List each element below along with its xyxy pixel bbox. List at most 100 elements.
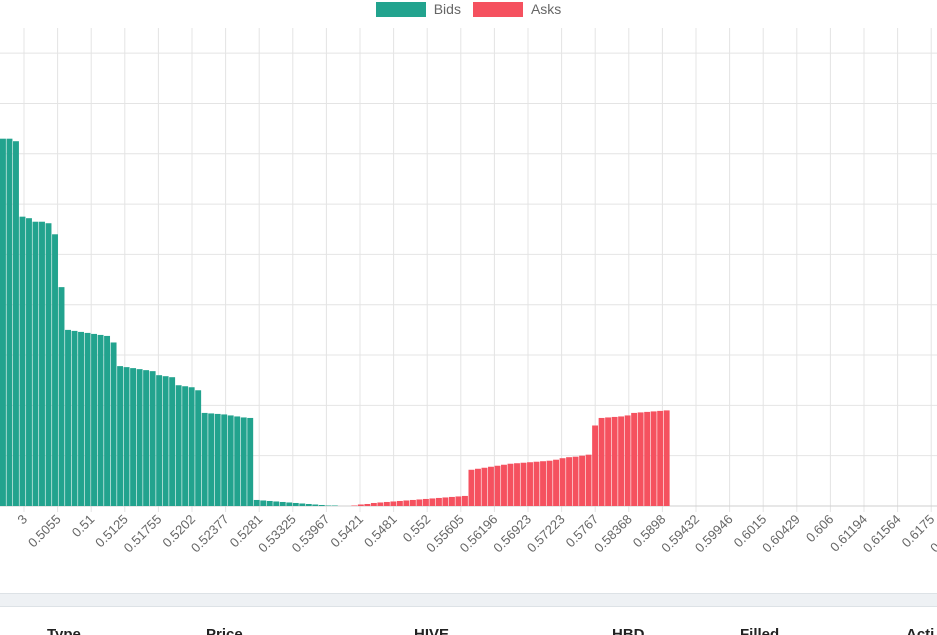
ask-bar[interactable] xyxy=(585,454,592,506)
ask-bar[interactable] xyxy=(351,505,358,507)
ask-bar[interactable] xyxy=(377,502,384,506)
bid-bar[interactable] xyxy=(19,216,26,506)
bid-bar[interactable] xyxy=(312,504,319,506)
bid-bar[interactable] xyxy=(143,370,150,506)
bid-bar[interactable] xyxy=(6,138,13,506)
bid-bar[interactable] xyxy=(221,414,228,506)
ask-bar[interactable] xyxy=(546,460,553,506)
bid-bar[interactable] xyxy=(0,138,6,506)
ask-bar[interactable] xyxy=(488,466,494,506)
bid-bar[interactable] xyxy=(32,221,39,506)
ask-bar[interactable] xyxy=(559,458,566,506)
column-header-filled[interactable]: Filled xyxy=(740,626,780,635)
bid-bar[interactable] xyxy=(65,329,71,506)
bid-bar[interactable] xyxy=(52,234,58,507)
ask-bar[interactable] xyxy=(644,411,651,506)
bid-bar[interactable] xyxy=(279,501,286,506)
ask-bar[interactable] xyxy=(370,502,377,506)
ask-bar[interactable] xyxy=(403,500,410,506)
bid-bar[interactable] xyxy=(188,387,195,506)
bid-bar[interactable] xyxy=(71,330,78,506)
ask-bar[interactable] xyxy=(579,455,586,506)
bid-bar[interactable] xyxy=(253,499,260,506)
ask-bar[interactable] xyxy=(553,459,559,506)
bid-bar[interactable] xyxy=(162,376,169,506)
ask-bar[interactable] xyxy=(572,456,579,506)
bid-bar[interactable] xyxy=(299,503,306,506)
ask-bar[interactable] xyxy=(611,416,618,506)
ask-bar[interactable] xyxy=(631,412,638,506)
ask-bar[interactable] xyxy=(461,495,468,506)
bid-bar[interactable] xyxy=(325,505,332,507)
ask-bar[interactable] xyxy=(598,417,605,506)
bid-bar[interactable] xyxy=(58,287,65,506)
ask-bar[interactable] xyxy=(448,496,455,506)
ask-bar[interactable] xyxy=(624,415,631,506)
ask-bar[interactable] xyxy=(396,500,403,506)
bid-bar[interactable] xyxy=(84,332,91,506)
ask-bar[interactable] xyxy=(409,499,416,506)
column-header-type[interactable]: Type xyxy=(47,626,81,635)
ask-bar[interactable] xyxy=(540,461,546,506)
bid-bar[interactable] xyxy=(169,377,176,506)
bid-bar[interactable] xyxy=(149,371,156,506)
ask-bar[interactable] xyxy=(650,411,657,506)
ask-bar[interactable] xyxy=(455,496,462,506)
bid-bar[interactable] xyxy=(123,367,130,506)
bid-bar[interactable] xyxy=(117,366,124,506)
ask-bar[interactable] xyxy=(605,417,612,506)
bid-bar[interactable] xyxy=(318,504,325,506)
ask-bar[interactable] xyxy=(383,501,390,506)
bid-bar[interactable] xyxy=(240,417,247,506)
bid-bar[interactable] xyxy=(195,390,202,506)
bid-bar[interactable] xyxy=(292,502,299,506)
bid-bar[interactable] xyxy=(104,335,111,506)
bid-bar[interactable] xyxy=(156,375,163,506)
ask-bar[interactable] xyxy=(468,469,475,506)
bid-bar[interactable] xyxy=(78,331,84,506)
bid-bar[interactable] xyxy=(97,334,104,506)
column-header-actions[interactable]: Acti xyxy=(906,626,935,635)
bid-bar[interactable] xyxy=(305,503,312,506)
ask-bar[interactable] xyxy=(663,410,670,506)
ask-bar[interactable] xyxy=(657,410,664,506)
column-header-hive[interactable]: HIVE xyxy=(414,626,450,635)
ask-bar[interactable] xyxy=(429,498,436,506)
bid-bar[interactable] xyxy=(45,223,52,507)
ask-bar[interactable] xyxy=(435,497,442,506)
ask-bar[interactable] xyxy=(475,468,481,506)
bid-bar[interactable] xyxy=(286,502,293,506)
ask-bar[interactable] xyxy=(390,501,397,506)
bid-bar[interactable] xyxy=(26,218,32,506)
bid-bar[interactable] xyxy=(39,221,45,506)
ask-bar[interactable] xyxy=(481,467,488,506)
ask-bar[interactable] xyxy=(507,463,514,506)
bid-bar[interactable] xyxy=(260,500,267,506)
bid-bar[interactable] xyxy=(13,141,19,506)
bid-bar[interactable] xyxy=(227,415,234,506)
ask-bar[interactable] xyxy=(527,462,533,506)
bid-bar[interactable] xyxy=(136,369,143,506)
bid-bar[interactable] xyxy=(273,501,280,506)
legend-item-bids[interactable]: Bids xyxy=(375,1,461,17)
column-header-price[interactable]: Price xyxy=(206,626,243,635)
column-header-hbd[interactable]: HBD xyxy=(612,626,645,635)
ask-bar[interactable] xyxy=(618,416,625,506)
ask-bar[interactable] xyxy=(514,463,520,506)
ask-bar[interactable] xyxy=(533,461,540,506)
ask-bar[interactable] xyxy=(520,462,527,506)
bid-bar[interactable] xyxy=(331,505,338,507)
bid-bar[interactable] xyxy=(247,417,254,506)
ask-bar[interactable] xyxy=(494,465,501,506)
ask-bar[interactable] xyxy=(442,497,449,506)
bid-bar[interactable] xyxy=(182,386,189,506)
bid-bar[interactable] xyxy=(201,412,208,506)
bid-bar[interactable] xyxy=(175,385,182,506)
bid-bar[interactable] xyxy=(266,500,273,506)
ask-bar[interactable] xyxy=(501,464,507,506)
bid-bar[interactable] xyxy=(91,333,98,506)
ask-bar[interactable] xyxy=(592,425,599,506)
bid-bar[interactable] xyxy=(214,413,221,506)
ask-bar[interactable] xyxy=(357,504,364,506)
bid-bar[interactable] xyxy=(110,342,117,506)
